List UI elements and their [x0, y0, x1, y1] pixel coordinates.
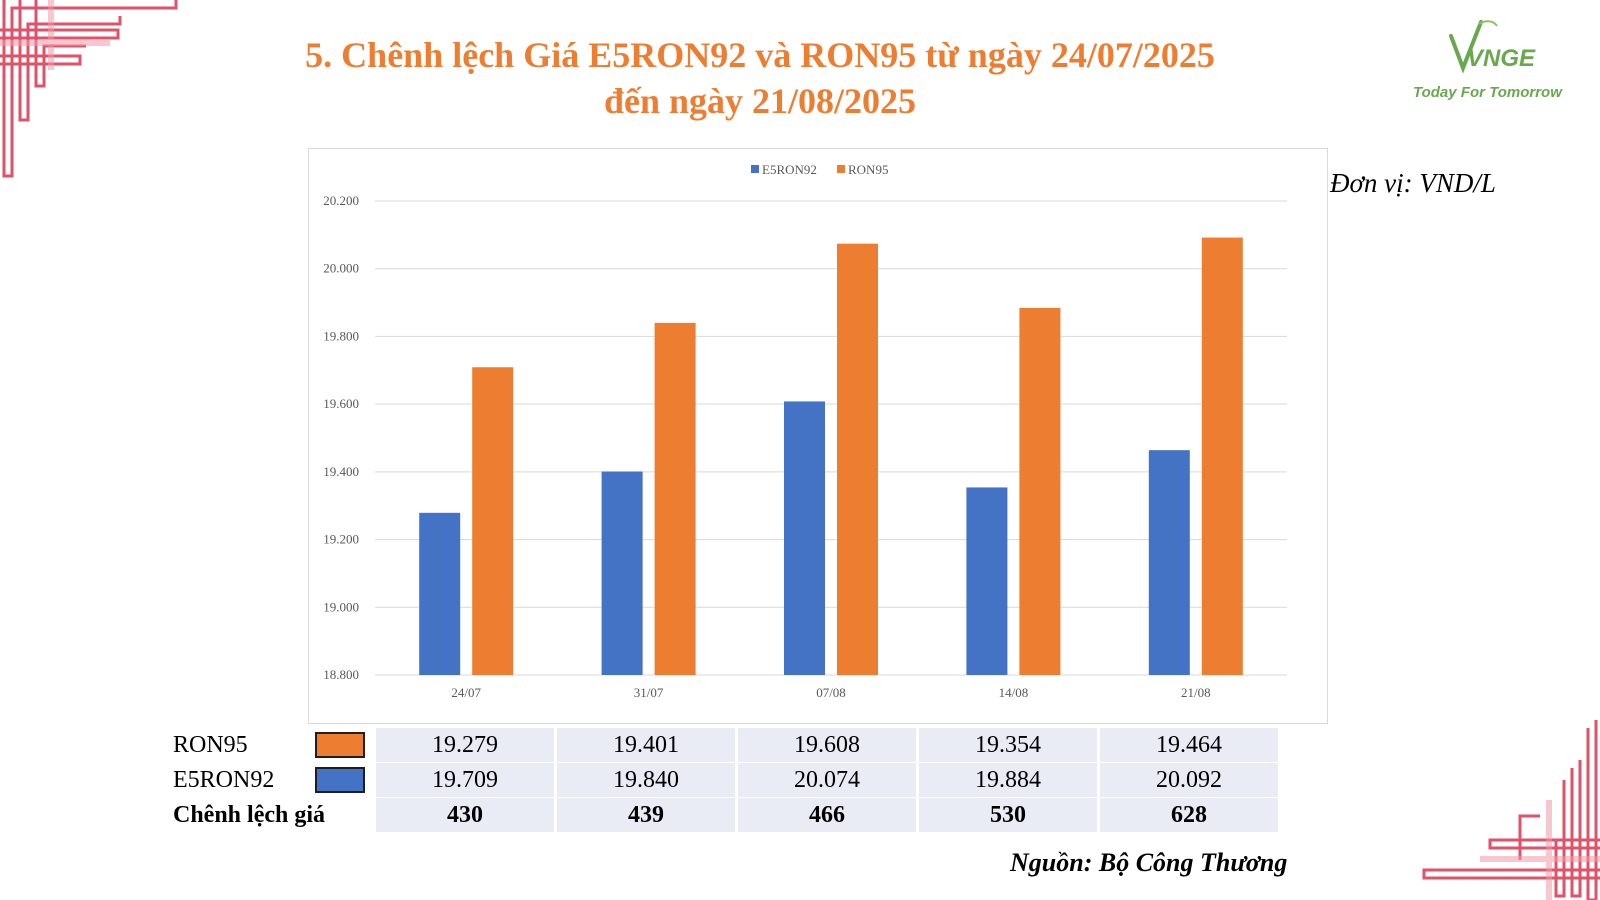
table-row-e5ron92: E5RON92 19.709 19.840 20.074 19.884 20.0…: [173, 763, 1278, 797]
axis-labels: 18.800 19.000 19.200 19.400 19.600 19.800 20.0…: [323, 193, 1210, 700]
bar-e5ron92-24-07: [419, 512, 461, 675]
table-cell: 530: [919, 798, 1097, 832]
table-cell: 19.608: [738, 728, 916, 762]
table-cell: 430: [376, 798, 554, 832]
table-cell: 20.092: [1100, 763, 1278, 797]
y-tick-label: 19.600: [323, 396, 359, 411]
bars: [419, 237, 1243, 675]
table-row-ron95: RON95 19.279 19.401 19.608 19.354 19.464: [173, 728, 1278, 762]
legend-swatch-ron95: [837, 165, 845, 173]
bar-ron95-31-07: [654, 322, 696, 675]
table-cell: 19.354: [919, 728, 1097, 762]
legend-label-e5ron92: E5RON92: [762, 162, 817, 177]
bar-e5ron92-14-08: [966, 487, 1008, 675]
row-label-cell: E5RON92: [173, 763, 373, 797]
data-table: RON95 19.279 19.401 19.608 19.354 19.464…: [170, 727, 1281, 833]
legend-key-orange: [315, 732, 365, 758]
corner-ornament-top-left: [0, 0, 178, 178]
corner-ornament-bottom-right: [1422, 720, 1600, 900]
row-label: Chênh lệch giá: [173, 801, 326, 828]
logo-tagline: Today For Tomorrow: [1413, 84, 1562, 101]
table-cell: 19.840: [557, 763, 735, 797]
chart-canvas: 18.800 19.000 19.200 19.400 19.600 19.800 20.0…: [323, 162, 1287, 700]
row-label: RON95: [173, 731, 248, 758]
bar-chart: 18.800 19.000 19.200 19.400 19.600 19.800 20.0…: [308, 148, 1328, 724]
x-tick-label: 24/07: [451, 685, 481, 700]
grid-lines: [375, 200, 1287, 676]
y-tick-label: 18.800: [323, 667, 359, 682]
bar-ron95-24-07: [472, 367, 514, 675]
x-tick-label: 07/08: [816, 685, 846, 700]
table-cell: 19.884: [919, 763, 1097, 797]
source-note: Nguồn: Bộ Công Thương: [1010, 848, 1288, 877]
y-tick-label: 19.000: [323, 599, 359, 614]
x-tick-label: 21/08: [1181, 685, 1211, 700]
bar-e5ron92-07-08: [784, 401, 825, 675]
table-cell: 20.074: [738, 763, 916, 797]
y-tick-label: 19.800: [323, 328, 359, 343]
x-tick-label: 14/08: [999, 685, 1029, 700]
table-cell: 19.279: [376, 728, 554, 762]
page-title: 5. Chênh lệch Giá E5RON92 và RON95 từ ng…: [220, 32, 1300, 124]
legend: E5RON92 RON95: [751, 162, 888, 177]
y-tick-label: 19.400: [323, 464, 359, 479]
table-cell: 466: [738, 798, 916, 832]
table-cell: 439: [557, 798, 735, 832]
title-line-1: 5. Chênh lệch Giá E5RON92 và RON95 từ ng…: [305, 35, 1215, 75]
table-cell: 19.709: [376, 763, 554, 797]
logo-brand-text: VNGE: [1467, 45, 1536, 72]
vnge-logo-mark: VNGE: [1449, 20, 1536, 74]
title-line-2: đến ngày 21/08/2025: [603, 81, 917, 121]
y-tick-label: 20.200: [323, 193, 359, 208]
bar-e5ron92-21-08: [1148, 450, 1190, 675]
legend-key-blue: [315, 767, 365, 793]
table-cell: 628: [1100, 798, 1278, 832]
row-label-cell: Chênh lệch giá: [173, 798, 373, 832]
bar-ron95-21-08: [1201, 237, 1243, 675]
y-tick-label: 19.200: [323, 532, 359, 547]
unit-label: Đơn vị: VND/L: [1330, 168, 1496, 198]
legend-swatch-e5ron92: [751, 165, 759, 173]
bar-ron95-07-08: [837, 243, 878, 675]
legend-label-ron95: RON95: [848, 162, 888, 177]
table-cell: 19.464: [1100, 728, 1278, 762]
y-tick-label: 20.000: [323, 261, 359, 276]
vnge-logo: VNGE Today For Tomorrow: [1405, 18, 1595, 108]
row-label-cell: RON95: [173, 728, 373, 762]
table-row-difference: Chênh lệch giá 430 439 466 530 628: [173, 798, 1278, 832]
x-tick-label: 31/07: [634, 685, 664, 700]
row-label: E5RON92: [173, 766, 275, 793]
table-cell: 19.401: [557, 728, 735, 762]
bar-ron95-14-08: [1019, 307, 1061, 675]
bar-e5ron92-31-07: [601, 471, 643, 675]
